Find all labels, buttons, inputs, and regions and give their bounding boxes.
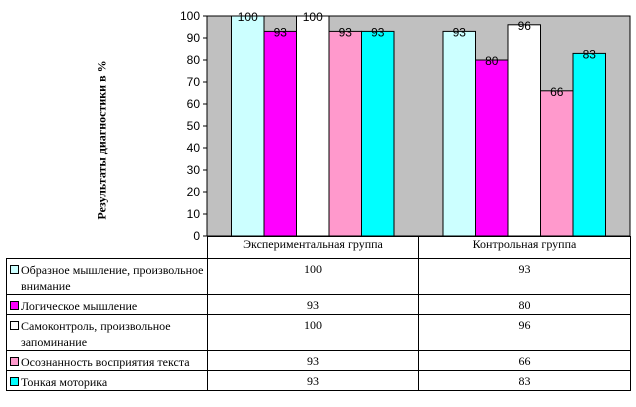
bar — [475, 59, 509, 237]
table-header-row: Экспериментальная группа Контрольная гру… — [6, 236, 631, 259]
bar — [231, 15, 265, 237]
legend-swatch — [10, 321, 19, 330]
legend-label: Тонкая моторика — [21, 375, 108, 389]
legend-entry: Тонкая моторика — [6, 370, 208, 391]
y-tick-label: 30 — [187, 163, 201, 177]
bar — [572, 52, 606, 237]
table-value-cell: 100 — [207, 258, 419, 295]
legend-label: Образное мышление, произвольное внимание — [21, 263, 204, 293]
table-value-cell: 80 — [418, 294, 631, 315]
bar — [442, 30, 476, 237]
y-tick-label: 50 — [187, 119, 201, 133]
table-header-cell: Контрольная группа — [418, 236, 631, 259]
bar — [263, 30, 297, 237]
legend-label: Логическое мышление — [21, 299, 138, 313]
y-tick-label: 70 — [187, 75, 201, 89]
y-tick-label: 60 — [187, 97, 201, 111]
table-value-cell: 100 — [207, 314, 419, 351]
data-label: 80 — [485, 54, 499, 68]
data-table-body: Экспериментальная группа Контрольная гру… — [6, 236, 631, 391]
table-row: Самоконтроль, произвольное запоминание 10… — [6, 314, 631, 351]
table-corner — [6, 236, 208, 259]
table-value-cell: 66 — [418, 350, 631, 371]
table-row: Логическое мышление 93 80 — [6, 294, 631, 315]
table-value-cell: 93 — [418, 258, 631, 295]
table-value-cell: 93 — [207, 350, 419, 371]
data-label: 96 — [518, 19, 532, 33]
data-table: Экспериментальная группа Контрольная гру… — [6, 236, 631, 391]
bar — [361, 30, 395, 237]
table-value-cell: 83 — [418, 370, 631, 391]
legend-label: Самоконтроль, произвольное запоминание — [21, 319, 171, 349]
data-label: 83 — [583, 47, 597, 61]
legend-entry: Образное мышление, произвольное внимание — [6, 258, 208, 295]
legend-entry: Самоконтроль, произвольное запоминание — [6, 314, 208, 351]
data-label: 100 — [238, 10, 258, 24]
data-label: 93 — [339, 25, 353, 39]
legend-swatch — [10, 265, 19, 274]
y-tick-label: 40 — [187, 141, 201, 155]
y-tick-label: 20 — [187, 185, 201, 199]
legend-label: Осознанность восприятия текста — [21, 355, 190, 369]
table-value-cell: 96 — [418, 314, 631, 351]
table-value-cell: 93 — [207, 370, 419, 391]
legend-swatch — [10, 301, 19, 310]
y-tick-label: 90 — [187, 31, 201, 45]
table-row: Осознанность восприятия текста 93 66 — [6, 350, 631, 371]
legend-entry: Осознанность восприятия текста — [6, 350, 208, 371]
data-label: 93 — [371, 25, 385, 39]
data-label: 93 — [274, 25, 288, 39]
y-tick-label: 80 — [187, 53, 201, 67]
legend-entry: Логическое мышление — [6, 294, 208, 315]
bar — [296, 15, 330, 237]
y-tick-label: 100 — [180, 9, 200, 23]
table-row: Тонкая моторика 93 83 — [6, 370, 631, 391]
y-tick-label: 0 — [193, 229, 200, 243]
data-label: 66 — [550, 85, 564, 99]
legend-swatch — [10, 377, 19, 386]
y-axis-label: Результаты диагностики в % — [94, 60, 109, 220]
bar — [507, 24, 541, 237]
table-value-cell: 93 — [207, 294, 419, 315]
table-header-cell: Экспериментальная группа — [207, 236, 419, 259]
y-tick-label: 10 — [187, 207, 201, 221]
legend-swatch — [10, 357, 19, 366]
bar — [540, 90, 574, 237]
table-row: Образное мышление, произвольное внимание… — [6, 258, 631, 295]
data-label: 93 — [453, 25, 467, 39]
bar — [328, 30, 362, 237]
data-label: 100 — [303, 10, 323, 24]
y-axis-label-box: Результаты диагностики в % — [92, 60, 112, 219]
